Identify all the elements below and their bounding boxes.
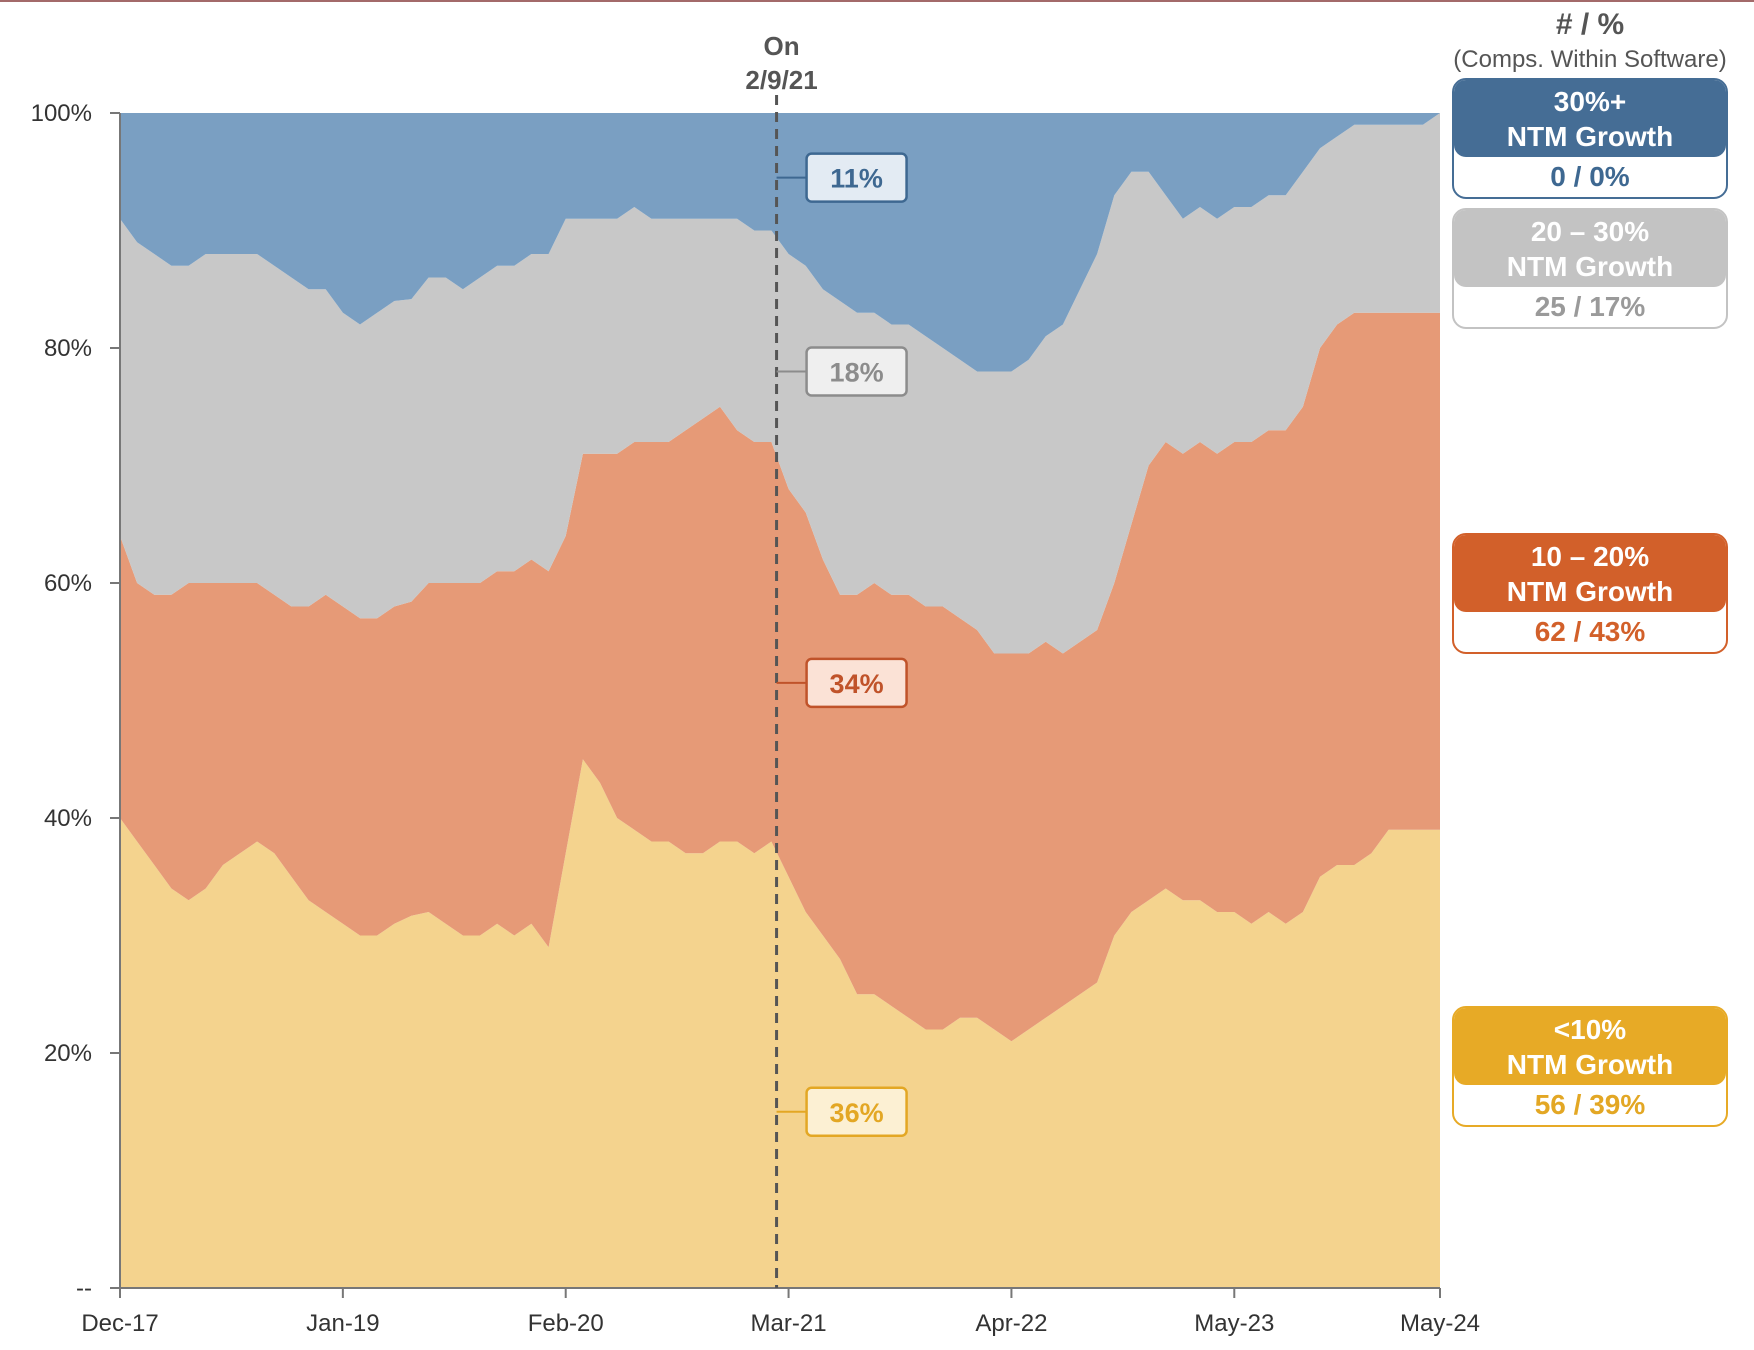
legend-card-line2: NTM Growth	[1506, 1049, 1674, 1080]
callout-2: 34%	[776, 657, 908, 709]
annotation-label-line2: 2/9/21	[745, 65, 817, 95]
callout-box	[805, 346, 908, 397]
callout-3: 36%	[776, 1086, 908, 1137]
area-series-3	[120, 113, 1440, 372]
y-tick-label: 20%	[44, 1040, 92, 1067]
callout-box	[805, 1086, 908, 1137]
y-tick-label: 100%	[31, 100, 92, 127]
legend-card-line2: NTM Growth	[1506, 576, 1674, 607]
legend-card-20-30: 20 – 30% NTM Growth 25 / 17%	[1452, 208, 1728, 329]
legend-card-header: 10 – 20% NTM Growth	[1454, 535, 1726, 612]
callout-label: 11%	[830, 164, 883, 194]
legend-card-header: 20 – 30% NTM Growth	[1454, 210, 1726, 287]
y-tick-label: 80%	[44, 335, 92, 362]
date-annotation: On 2/9/21	[745, 31, 818, 1288]
legend-card-10-20: 10 – 20% NTM Growth 62 / 43%	[1452, 533, 1728, 654]
x-tick-label: May-23	[1194, 1310, 1274, 1337]
x-tick-label: May-24	[1400, 1310, 1480, 1337]
callout-label: 18%	[830, 358, 884, 388]
callout-label: 34%	[830, 669, 884, 699]
legend-card-line1: 30%+	[1553, 86, 1627, 117]
legend-card-line2: NTM Growth	[1506, 251, 1674, 282]
legend-header: # / % (Comps. Within Software)	[1430, 8, 1750, 74]
legend-card-under-10: <10% NTM Growth 56 / 39%	[1452, 1006, 1728, 1127]
area-series-1	[120, 312, 1440, 1042]
callout-1: 18%	[776, 346, 908, 397]
legend-card-line1: 20 – 30%	[1530, 216, 1650, 247]
legend-card-value: 25 / 17%	[1534, 291, 1646, 322]
legend-card-value: 62 / 43%	[1534, 616, 1646, 647]
x-tick-label: Jan-19	[306, 1310, 379, 1337]
y-tick-label: 40%	[44, 805, 92, 832]
area-layers	[120, 113, 1440, 1288]
callout-box	[805, 657, 908, 709]
x-tick-label: Apr-22	[975, 1310, 1047, 1337]
legend-card-header: <10% NTM Growth	[1454, 1008, 1726, 1085]
area-series-2	[120, 113, 1440, 654]
callout-0: 11%	[776, 152, 908, 203]
area-series-0	[120, 759, 1440, 1288]
chart-axes: -- 20% 40% 60% 80% 100% Dec-17 Jan-19 Feb-20 Mar-…	[31, 100, 1480, 1337]
legend-card-30-plus: 30%+ NTM Growth 0 / 0%	[1452, 78, 1728, 199]
legend-card-value: 56 / 39%	[1534, 1089, 1646, 1120]
y-tick-label: --	[76, 1275, 92, 1302]
legend-card-value: 0 / 0%	[1550, 161, 1630, 192]
callout-box	[805, 152, 908, 203]
legend-card-line2: NTM Growth	[1506, 121, 1674, 152]
callout-label: 36%	[830, 1098, 884, 1128]
legend-subtitle: (Comps. Within Software)	[1453, 46, 1727, 73]
x-tick-label: Feb-20	[528, 1310, 604, 1337]
legend-card-header: 30%+ NTM Growth	[1454, 80, 1726, 157]
legend-card-line1: 10 – 20%	[1530, 541, 1650, 572]
legend-card-line1: <10%	[1553, 1014, 1627, 1045]
legend-title: # / %	[1555, 8, 1625, 41]
x-tick-label: Mar-21	[751, 1310, 827, 1337]
x-tick-label: Dec-17	[81, 1310, 158, 1337]
callout-group: 11% 18% 34% 36%	[776, 152, 908, 1137]
annotation-label-line1: On	[764, 31, 800, 61]
y-tick-label: 60%	[44, 570, 92, 597]
